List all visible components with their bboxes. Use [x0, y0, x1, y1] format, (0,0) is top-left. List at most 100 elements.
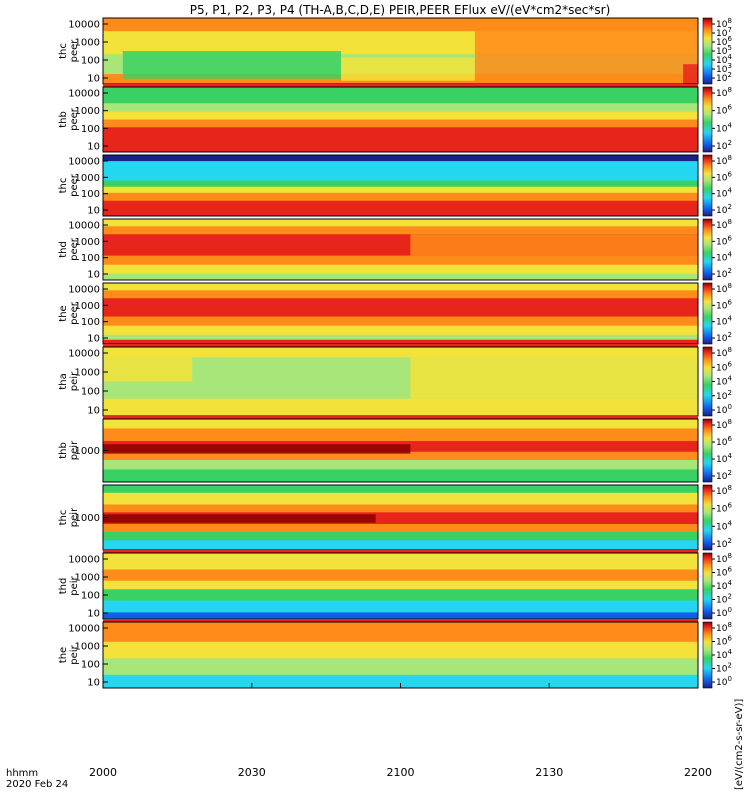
panel-label-the-peer: the peer	[58, 301, 80, 325]
panel-label-thd-peer: thd peer	[58, 237, 80, 261]
band-thc-peir-1	[103, 492, 698, 505]
band-the-peer-5	[103, 334, 698, 341]
panel-label-line2: peer	[69, 173, 80, 197]
xtick-label-1: 2030	[238, 766, 266, 779]
feature-thb-peir-0	[103, 444, 411, 454]
band-thd-peir-1	[103, 569, 698, 582]
band-thc-peir-5	[103, 531, 698, 541]
band-thc-peir-0	[103, 485, 698, 494]
cbar-tick-label-tha-peir-2: 104	[716, 375, 732, 388]
gap-band-tha-peir	[103, 344, 698, 347]
ytick-label-the-peer-0: 10000	[68, 285, 100, 296]
xtick-label-4: 2200	[684, 766, 712, 779]
panel-label-line2: peer	[69, 107, 80, 131]
band-the-peir-1	[103, 641, 698, 659]
x-axis-date: 2020 Feb 24	[6, 779, 68, 790]
panel-frame-thd-peer	[102, 218, 699, 281]
ytick-label-the-peer-2: 100	[81, 317, 100, 328]
feature-thc-peir-0	[103, 514, 376, 523]
ytick-label-thb-peer-2: 100	[81, 124, 100, 135]
band-thd-peir-2	[103, 580, 698, 590]
cbar-tick-label-thc-peer-2-1: 106	[716, 170, 732, 183]
panel-label-thc-peer: thc peer	[58, 39, 80, 63]
panel-frame-thb-peer	[102, 86, 699, 153]
cbar-tick-label-the-peer-2: 104	[716, 315, 732, 328]
feature-thc-peer-0	[122, 51, 341, 79]
ytick-label-tha-peir-2: 100	[81, 387, 100, 398]
panel-label-line1: thc	[58, 43, 69, 59]
panel-label-line1: thd	[58, 578, 69, 595]
cbar-tick-label-the-peir-4: 100	[716, 675, 732, 688]
ytick-label-the-peir-1: 1000	[75, 642, 100, 653]
panel-label-line1: thd	[58, 241, 69, 258]
colorbar-units-label: [eV/(cm2-s-sr-eV)]	[734, 699, 745, 790]
ytick-label-thb-peir-0: 1000	[75, 446, 100, 457]
feature-thc-peer-3	[683, 64, 698, 84]
panel-label-the-peir: the peir	[58, 644, 80, 664]
band-thb-peer-1	[103, 103, 698, 113]
cbar-tick-label-thd-peir-4: 100	[716, 606, 732, 619]
cbar-tick-label-thc-peir-2: 104	[716, 519, 732, 532]
x-axis-label: hhmm	[6, 768, 38, 779]
panel-thc-peer: 10000 1000 100 10 thc peer 1081071061051041031…	[58, 17, 732, 85]
cbar-tick-label-thd-peir-0: 108	[716, 552, 732, 565]
cbar-tick-label-thd-peer-3: 102	[716, 267, 732, 280]
panel-label-line1: thb	[58, 442, 69, 459]
band-thd-peer-0	[103, 219, 698, 227]
xtick-label-3: 2130	[535, 766, 563, 779]
ytick-label-thd-peir-2: 100	[81, 591, 100, 602]
panel-frame-thc-peer-2	[102, 154, 699, 217]
band-thd-peer-5	[103, 273, 698, 281]
ytick-label-thd-peir-3: 10	[87, 609, 100, 620]
cbar-tick-label-thd-peir-3: 102	[716, 593, 732, 606]
cbar-tick-label-tha-peir-0: 108	[716, 346, 732, 359]
panel-thc-peer-2: 10000 1000 100 10 thc peer 108 106 104 102	[58, 154, 732, 217]
band-the-peir-0	[103, 622, 698, 643]
band-thb-peer-0	[103, 87, 698, 104]
cbar-tick-label-thb-peer-2: 104	[716, 121, 732, 134]
panel-label-line2: peer	[69, 39, 80, 63]
cbar-tick-label-thc-peer-5: 103	[716, 62, 732, 75]
cbar-tick-label-tha-peir-1: 106	[716, 360, 732, 373]
ytick-label-thd-peer-3: 10	[87, 270, 100, 281]
cbar-tick-label-thc-peer-0: 108	[716, 17, 732, 30]
panel-label-line2: peir	[69, 644, 80, 664]
band-tha-peir-2	[103, 398, 698, 417]
panel-label-thb-peir: thb peir	[58, 440, 80, 460]
cbar-tick-label-the-peer-3: 102	[716, 331, 732, 344]
colorbar-tha-peir	[702, 346, 713, 417]
panel-label-line2: peer	[69, 237, 80, 261]
ytick-label-the-peer-3: 10	[87, 334, 100, 345]
cbar-tick-label-thc-peer-3: 105	[716, 44, 732, 57]
band-thb-peir-5	[103, 469, 698, 483]
ytick-label-thc-peer-2-0: 10000	[68, 157, 100, 168]
cbar-tick-label-thb-peir-1: 106	[716, 435, 732, 448]
band-tha-peir-0	[103, 347, 698, 358]
ytick-label-thc-peer-1: 1000	[75, 38, 100, 49]
cbar-tick-label-thc-peer-4: 104	[716, 53, 732, 66]
ytick-label-thb-peer-0: 10000	[68, 89, 100, 100]
cbar-tick-label-the-peir-2: 104	[716, 648, 732, 661]
panel-label-thc-peer-2: thc peer	[58, 173, 80, 197]
xtick-label-2: 2100	[387, 766, 415, 779]
cbar-tick-label-thb-peer-3: 102	[716, 139, 732, 152]
cbar-tick-label-thb-peir-3: 102	[716, 469, 732, 482]
cbar-tick-label-thb-peer-0: 108	[716, 86, 732, 99]
ytick-label-thb-peer-1: 1000	[75, 106, 100, 117]
cbar-tick-label-thc-peer-2-3: 102	[716, 203, 732, 216]
panel-label-line1: thb	[58, 111, 69, 128]
ytick-label-the-peir-0: 10000	[68, 624, 100, 635]
feature-thd-peer-0	[410, 234, 698, 256]
ytick-label-thc-peer-2-3: 10	[87, 206, 100, 217]
band-thd-peir-0	[103, 553, 698, 570]
ytick-label-thd-peir-1: 1000	[75, 573, 100, 584]
ytick-label-thd-peer-2: 100	[81, 253, 100, 264]
band-thc-peer-2-3	[103, 186, 698, 194]
cbar-tick-label-thc-peir-1: 106	[716, 502, 732, 515]
panel-label-thc-peir: thc peir	[58, 507, 80, 527]
feature-thc-peer-1	[341, 57, 475, 81]
band-thc-peer-2-5	[103, 200, 698, 217]
band-the-peir-2	[103, 658, 698, 676]
cbar-tick-label-thb-peir-2: 104	[716, 452, 732, 465]
